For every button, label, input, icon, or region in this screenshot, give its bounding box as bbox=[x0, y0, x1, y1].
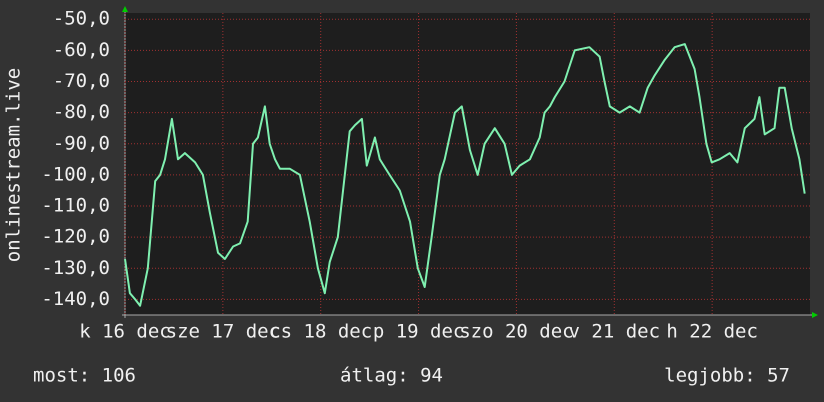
x-tick-label: k 16 dec bbox=[79, 321, 171, 343]
y-tick-label: -50,0 bbox=[53, 8, 110, 30]
x-tick-label: v 21 dec bbox=[569, 321, 661, 343]
x-tick-label: sze 17 dec bbox=[166, 321, 280, 343]
y-tick-label: -130,0 bbox=[41, 257, 110, 279]
y-tick-label: -90,0 bbox=[53, 132, 110, 154]
data-line bbox=[124, 43, 806, 307]
x-tick-label: cs 18 dec bbox=[269, 321, 372, 343]
x-tick-label: h 22 dec bbox=[666, 321, 758, 343]
y-tick-label: -60,0 bbox=[53, 39, 110, 61]
y-tick-label: -80,0 bbox=[53, 101, 110, 123]
axis-arrow bbox=[122, 6, 128, 12]
footer-average: átlag: 94 bbox=[340, 365, 443, 387]
footer-best: legjobb: 57 bbox=[664, 365, 790, 387]
x-tick-label: szo 20 dec bbox=[459, 321, 573, 343]
plot-area bbox=[125, 13, 810, 315]
y-tick-label: -110,0 bbox=[41, 195, 110, 217]
y-axis-label: onlinestream.live bbox=[3, 68, 25, 262]
y-tick-label: -120,0 bbox=[41, 226, 110, 248]
y-tick-label: -140,0 bbox=[41, 288, 110, 310]
axis-arrow bbox=[812, 312, 818, 318]
y-tick-label: -100,0 bbox=[41, 163, 110, 185]
footer-current: most: 106 bbox=[33, 365, 136, 387]
y-tick-label: -70,0 bbox=[53, 70, 110, 92]
x-tick-label: p 19 dec bbox=[373, 321, 465, 343]
